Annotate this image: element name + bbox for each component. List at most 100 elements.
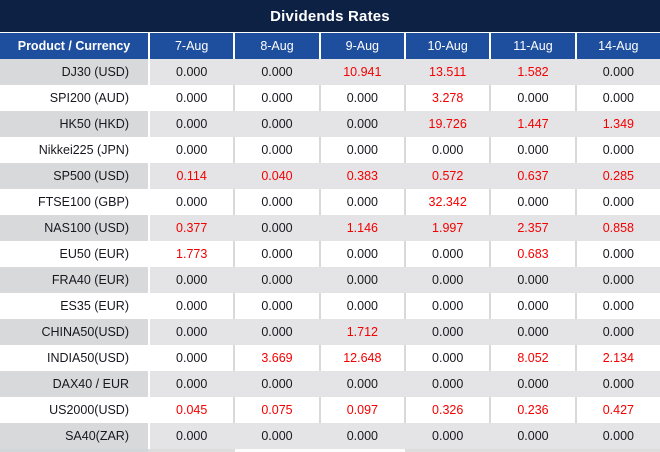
- value-cell: 0.000: [148, 293, 233, 319]
- value-cell: 0.000: [517, 325, 549, 339]
- value-cell: 2.134: [574, 345, 660, 371]
- value-cell: 0.000: [517, 377, 549, 391]
- value-cell: 0.000: [489, 293, 574, 319]
- value-cell: 0.000: [148, 85, 233, 111]
- product-cell: SP500 (USD): [0, 163, 148, 189]
- table-row: Nikkei225 (JPN) 0.000 0.000 0.000 0.000 0.000…: [0, 137, 660, 163]
- product-cell: FRA40 (EUR): [0, 267, 148, 293]
- value-cell: 0.285: [602, 169, 634, 183]
- value-cell: 0.000: [602, 377, 634, 391]
- product-cell: HK50 (HKD): [0, 111, 148, 137]
- value-cell: 0.000: [233, 293, 318, 319]
- value-cell: 0.572: [432, 169, 464, 183]
- value-cell: 0.000: [432, 429, 464, 443]
- value-cell: 0.040: [261, 169, 293, 183]
- title-bar: Dividends Rates: [0, 0, 660, 32]
- partial-row-segment: [148, 449, 235, 452]
- value-cell: 0.000: [318, 241, 404, 267]
- value-cell: 0.000: [318, 189, 404, 215]
- value-cell: 0.000: [489, 189, 574, 215]
- value-cell: 0.000: [233, 241, 318, 267]
- table-row: US2000(USD) 0.045 0.075 0.097 0.326 0.236 0.42…: [0, 397, 660, 423]
- partial-row-segment: [0, 449, 148, 452]
- header-cell-11aug: 11-Aug: [489, 33, 574, 59]
- partial-row-segment: [405, 449, 660, 452]
- value-cell: 0.000: [148, 267, 233, 293]
- value-cell: 0.000: [148, 319, 233, 345]
- value-cell: 0.000: [261, 221, 293, 235]
- value-cell: 10.941: [343, 65, 382, 79]
- product-cell: FTSE100 (GBP): [38, 195, 129, 209]
- header-cell-14aug: 14-Aug: [574, 33, 660, 59]
- value-cell: 0.000: [318, 137, 404, 163]
- value-cell: 13.511: [429, 65, 467, 79]
- value-cell: 8.052: [489, 345, 574, 371]
- value-cell: 0.000: [404, 345, 489, 371]
- value-cell: 0.000: [233, 189, 318, 215]
- product-cell: NAS100 (USD): [0, 215, 148, 241]
- value-cell: 0.000: [261, 65, 293, 79]
- value-cell: 0.326: [404, 397, 489, 423]
- table-row: ES35 (EUR) 0.000 0.000 0.000 0.000 0.000 0.000: [0, 293, 660, 319]
- value-cell: 0.000: [261, 325, 293, 339]
- value-cell: 0.000: [148, 345, 233, 371]
- value-cell: 0.075: [233, 397, 318, 423]
- product-cell: EU50 (EUR): [59, 247, 129, 261]
- product-cell: CHINA50(USD): [0, 319, 148, 345]
- header-cell-8aug: 8-Aug: [233, 33, 318, 59]
- product-cell: SPI200 (AUD): [49, 91, 129, 105]
- value-cell: 0.000: [148, 111, 233, 137]
- product-cell: INDIA50(USD): [47, 351, 129, 365]
- value-cell: 1.712: [346, 325, 378, 339]
- value-cell: 0.000: [346, 273, 378, 287]
- value-cell: 0.683: [489, 241, 574, 267]
- value-cell: 1.349: [602, 117, 634, 131]
- product-cell: Nikkei225 (JPN): [38, 143, 129, 157]
- value-cell: 0.000: [261, 117, 293, 131]
- value-cell: 0.000: [432, 325, 464, 339]
- value-cell: 2.357: [517, 221, 549, 235]
- value-cell: 0.427: [574, 397, 660, 423]
- value-cell: 0.000: [432, 377, 464, 391]
- value-cell: 32.342: [404, 189, 489, 215]
- table-row: EU50 (EUR) 1.773 0.000 0.000 0.000 0.683 0.000: [0, 241, 660, 267]
- value-cell: 0.000: [602, 273, 634, 287]
- table-row: SPI200 (AUD) 0.000 0.000 0.000 3.278 0.000 0.0…: [0, 85, 660, 111]
- value-cell: 0.000: [574, 293, 660, 319]
- value-cell: 0.236: [489, 397, 574, 423]
- value-cell: 0.000: [148, 137, 233, 163]
- table-row: HK50 (HKD) 0.000 0.000 0.000 19.726 1.447 1.34…: [0, 111, 660, 137]
- table-row: DAX40 / EUR 0.000 0.000 0.000 0.000 0.000 0.00…: [0, 371, 660, 397]
- value-cell: 1.146: [346, 221, 378, 235]
- value-cell: 0.000: [318, 293, 404, 319]
- table-header-row: Product / Currency 7-Aug 8-Aug 9-Aug 10-…: [0, 32, 660, 59]
- value-cell: 0.000: [574, 241, 660, 267]
- product-cell: DAX40 / EUR: [0, 371, 148, 397]
- value-cell: 0.000: [346, 429, 378, 443]
- value-cell: 0.000: [432, 273, 464, 287]
- value-cell: 0.114: [148, 163, 233, 189]
- value-cell: 0.000: [233, 85, 318, 111]
- value-cell: 0.000: [318, 85, 404, 111]
- partial-next-row: [0, 449, 660, 452]
- value-cell: 1.997: [432, 221, 464, 235]
- value-cell: 0.000: [261, 273, 293, 287]
- value-cell: 1.447: [517, 117, 549, 131]
- value-cell: 0.000: [148, 423, 233, 449]
- table-row: SP500 (USD) 0.114 0.040 0.383 0.572 0.637 0.28…: [0, 163, 660, 189]
- value-cell: 0.097: [318, 397, 404, 423]
- value-cell: 0.000: [261, 377, 293, 391]
- value-cell: 0.000: [489, 85, 574, 111]
- table-row: INDIA50(USD) 0.000 3.669 12.648 0.000 8.052 2.…: [0, 345, 660, 371]
- value-cell: 0.000: [517, 273, 549, 287]
- value-cell: 0.000: [574, 85, 660, 111]
- value-cell: 0.000: [233, 137, 318, 163]
- value-cell: 0.000: [346, 117, 378, 131]
- value-cell: 1.582: [517, 65, 549, 79]
- table-row: FRA40 (EUR) 0.000 0.000 0.000 0.000 0.000 0.00…: [0, 267, 660, 293]
- table-row: FTSE100 (GBP) 0.000 0.000 0.000 32.342 0.000 0…: [0, 189, 660, 215]
- table-row: SA40(ZAR) 0.000 0.000 0.000 0.000 0.000 0.000: [0, 423, 660, 449]
- product-cell: US2000(USD): [49, 403, 129, 417]
- value-cell: 0.858: [602, 221, 634, 235]
